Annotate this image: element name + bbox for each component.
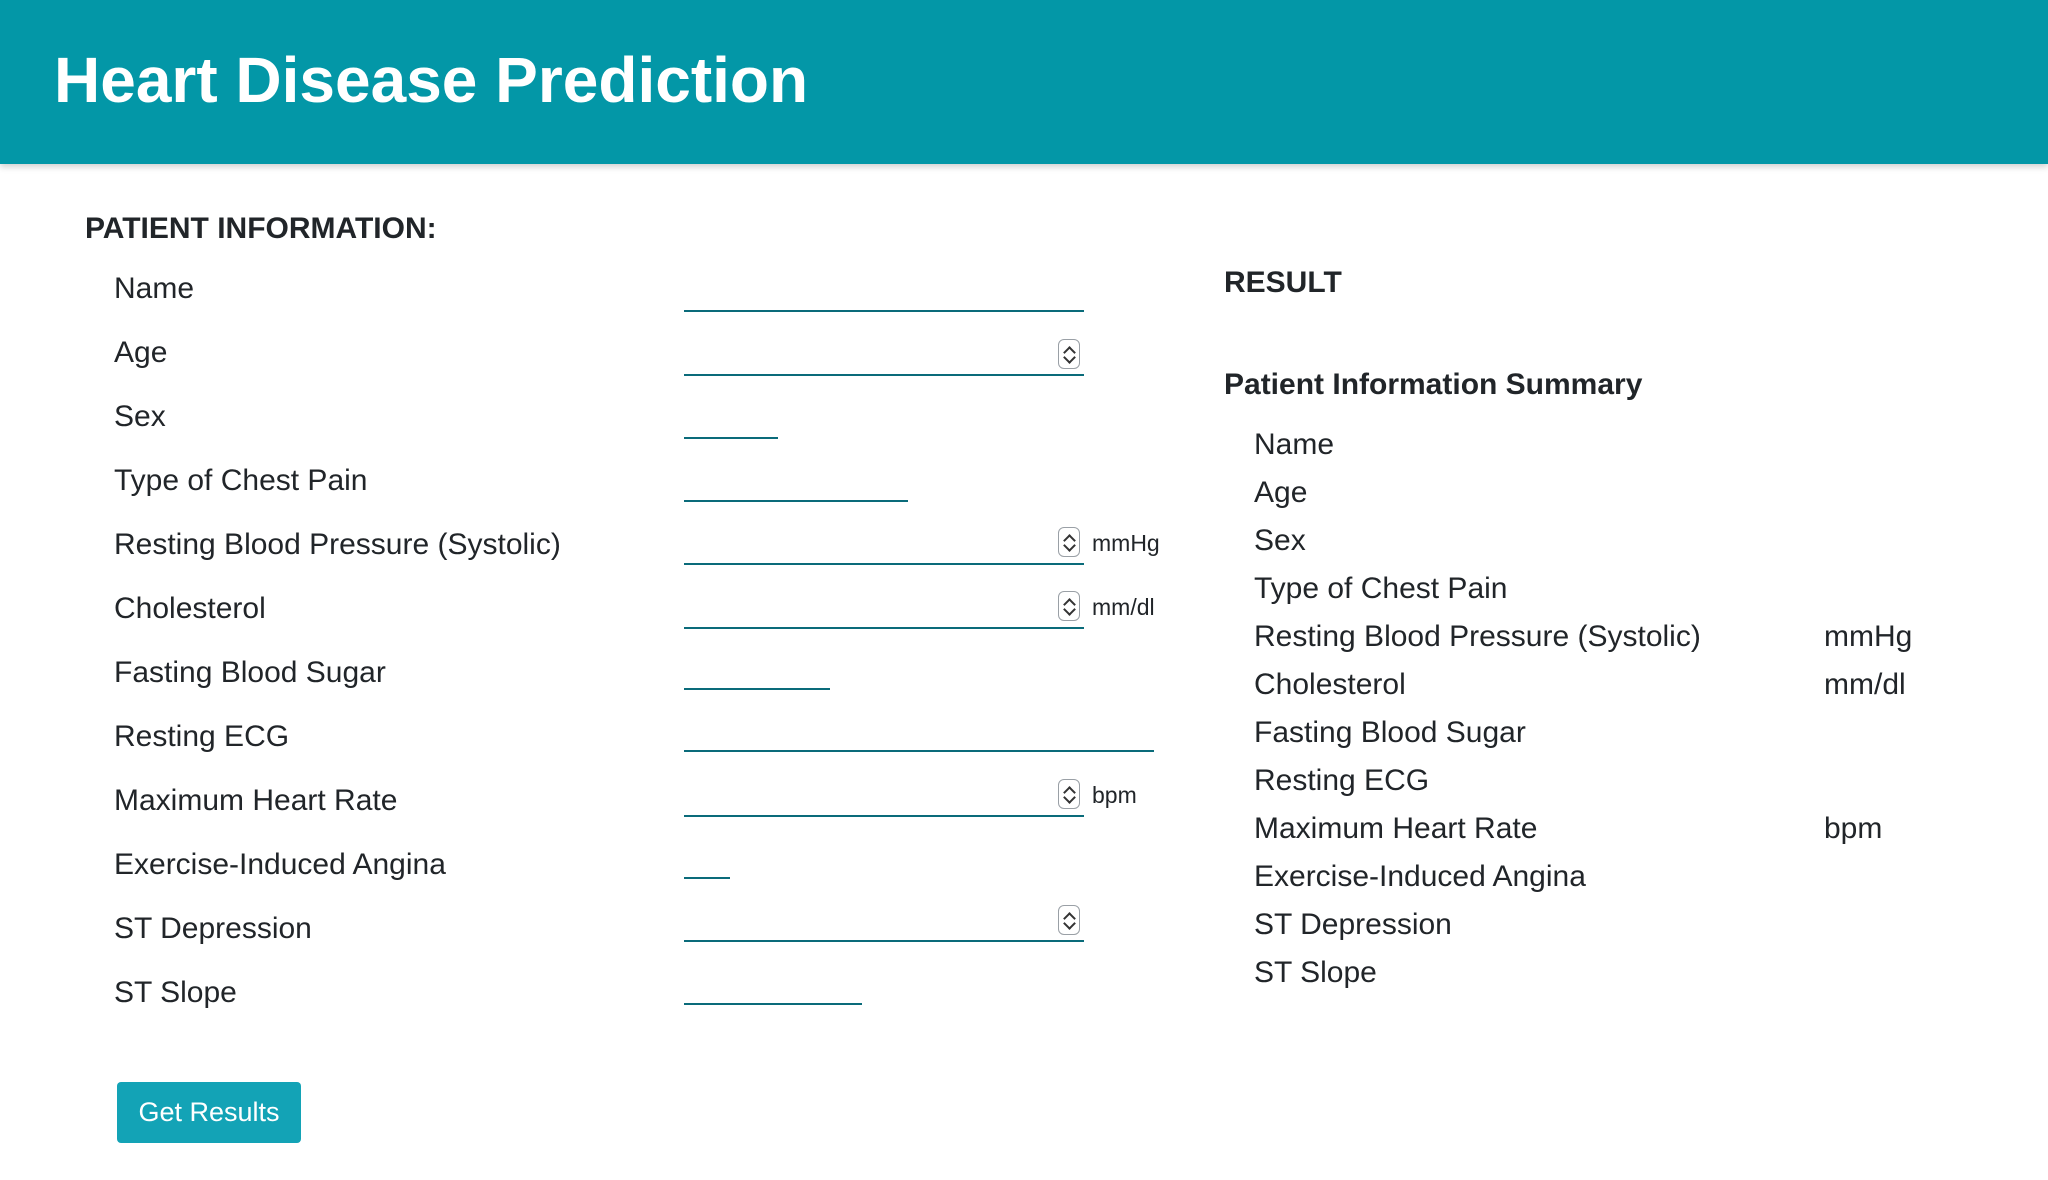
- max-heart-rate-stepper-icon[interactable]: [1058, 779, 1080, 809]
- exercise-angina-label: Exercise-Induced Angina: [114, 848, 446, 881]
- summary-cholesterol-label: Cholesterol: [1254, 668, 1406, 701]
- sex-label: Sex: [114, 400, 166, 433]
- resting-bp-unit: mmHg: [1092, 530, 1160, 556]
- resting-ecg-label: Resting ECG: [114, 720, 290, 753]
- cholesterol-unit: mm/dl: [1092, 594, 1155, 620]
- summary-cholesterol-unit: mm/dl: [1824, 668, 1906, 701]
- cholesterol-input[interactable]: [684, 627, 1084, 629]
- page-title: Heart Disease Prediction: [54, 44, 809, 116]
- chest-pain-select[interactable]: [684, 500, 908, 502]
- resting-bp-label: Resting Blood Pressure (Systolic): [114, 528, 561, 561]
- st-depression-label: ST Depression: [114, 912, 312, 945]
- name-label: Name: [114, 272, 195, 305]
- summary-max-heart-rate-unit: bpm: [1824, 812, 1883, 845]
- fasting-blood-sugar-label: Fasting Blood Sugar: [114, 656, 386, 689]
- summary-max-heart-rate-label: Maximum Heart Rate: [1254, 812, 1538, 845]
- patient-info-heading: PATIENT INFORMATION:: [85, 212, 437, 245]
- summary-fasting-blood-sugar-label: Fasting Blood Sugar: [1254, 716, 1526, 749]
- resting-bp-stepper-icon[interactable]: [1058, 527, 1080, 557]
- app-header: Heart Disease Prediction: [0, 0, 2048, 164]
- max-heart-rate-label: Maximum Heart Rate: [114, 784, 398, 817]
- max-heart-rate-input[interactable]: [684, 815, 1084, 817]
- resting-bp-input[interactable]: [684, 563, 1084, 565]
- st-slope-label: ST Slope: [114, 976, 237, 1009]
- result-heading: RESULT: [1224, 266, 1342, 299]
- summary-sex-label: Sex: [1254, 524, 1306, 557]
- st-depression-input[interactable]: [684, 940, 1084, 942]
- st-slope-select[interactable]: [684, 1003, 862, 1005]
- fasting-blood-sugar-select[interactable]: [684, 688, 830, 690]
- summary-name-label: Name: [1254, 428, 1335, 461]
- summary-chest-pain-label: Type of Chest Pain: [1254, 572, 1508, 605]
- name-input[interactable]: [684, 310, 1084, 312]
- exercise-angina-select[interactable]: [684, 877, 730, 879]
- summary-exercise-angina-label: Exercise-Induced Angina: [1254, 860, 1586, 893]
- max-heart-rate-unit: bpm: [1092, 782, 1137, 808]
- summary-resting-ecg-label: Resting ECG: [1254, 764, 1430, 797]
- age-stepper-icon[interactable]: [1058, 339, 1080, 369]
- st-depression-stepper-icon[interactable]: [1058, 905, 1080, 935]
- summary-resting-bp-label: Resting Blood Pressure (Systolic): [1254, 620, 1701, 653]
- resting-ecg-select[interactable]: [684, 750, 1154, 752]
- summary-heading: Patient Information Summary: [1224, 368, 1643, 401]
- get-results-button[interactable]: Get Results: [117, 1082, 301, 1143]
- summary-st-slope-label: ST Slope: [1254, 956, 1377, 989]
- summary-age-label: Age: [1254, 476, 1308, 509]
- age-input[interactable]: [684, 374, 1084, 376]
- age-label: Age: [114, 336, 168, 369]
- cholesterol-stepper-icon[interactable]: [1058, 591, 1080, 621]
- summary-st-depression-label: ST Depression: [1254, 908, 1452, 941]
- cholesterol-label: Cholesterol: [114, 592, 266, 625]
- summary-resting-bp-unit: mmHg: [1824, 620, 1913, 653]
- sex-select[interactable]: [684, 437, 778, 439]
- chest-pain-label: Type of Chest Pain: [114, 464, 368, 497]
